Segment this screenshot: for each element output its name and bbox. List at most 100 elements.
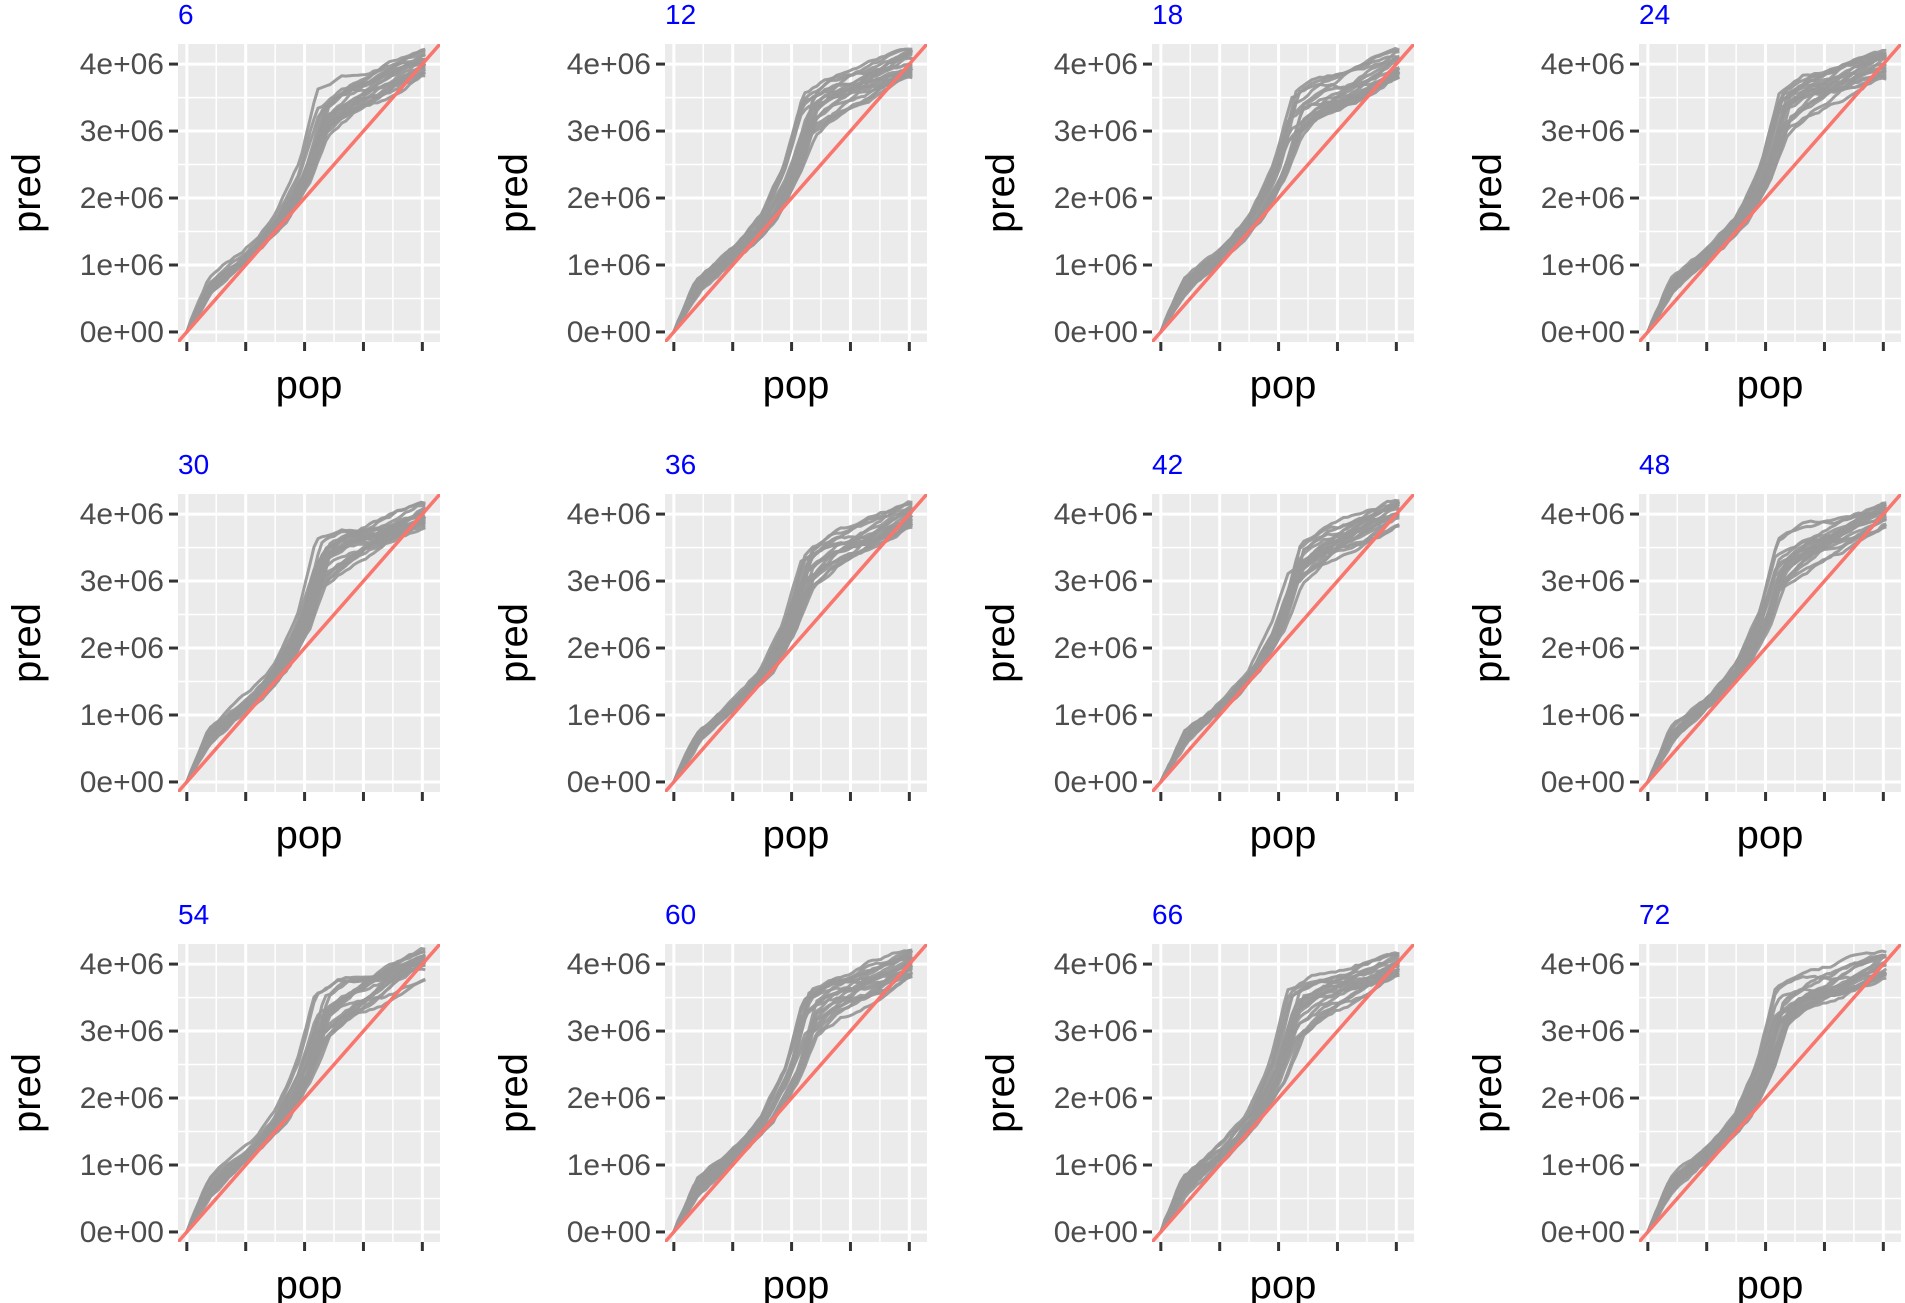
y-tick-label: 3e+06 <box>1054 115 1138 148</box>
reference-line <box>1639 44 1901 342</box>
y-tick-label: 4e+06 <box>80 48 164 81</box>
panel-title: 18 <box>1152 0 1183 30</box>
y-tick-label: 0e+00 <box>1054 1216 1138 1249</box>
panel-title: 60 <box>665 899 696 930</box>
simulated-line <box>1646 954 1887 1233</box>
reference-line <box>178 944 440 1242</box>
y-tick-label: 0e+00 <box>1054 316 1138 349</box>
y-axis-label: pred <box>1466 603 1510 683</box>
simulated-line <box>185 61 427 333</box>
panel-36: 36 0e+00 1e+06 2e+06 3e+06 4e+06 pop pred <box>492 449 927 857</box>
x-axis-label: pop <box>276 813 343 857</box>
simulated-line <box>185 518 426 783</box>
y-tick-label: 4e+06 <box>1054 948 1138 981</box>
panel-title: 54 <box>178 899 209 930</box>
x-axis-label: pop <box>763 363 830 407</box>
y-tick-label: 1e+06 <box>1054 249 1138 282</box>
simulated-line <box>1159 511 1400 783</box>
reference-line <box>665 494 927 792</box>
y-tick-label: 1e+06 <box>1054 699 1138 732</box>
y-tick-label: 4e+06 <box>567 948 651 981</box>
y-axis-label: pred <box>5 603 49 683</box>
reference-line <box>1152 44 1414 342</box>
y-tick-label: 1e+06 <box>80 1149 164 1182</box>
y-tick-label: 3e+06 <box>80 115 164 148</box>
panel-18: 18 0e+00 1e+06 2e+06 3e+06 4e+06 pop pred <box>979 0 1414 407</box>
y-tick-label: 3e+06 <box>1541 115 1625 148</box>
y-tick-label: 4e+06 <box>567 498 651 531</box>
y-tick-label: 1e+06 <box>80 249 164 282</box>
y-tick-label: 0e+00 <box>1541 766 1625 799</box>
simulated-line <box>1646 52 1888 333</box>
y-axis-label: pred <box>492 1053 536 1133</box>
y-tick-label: 4e+06 <box>1054 48 1138 81</box>
y-axis-label: pred <box>492 603 536 683</box>
y-tick-label: 2e+06 <box>1054 632 1138 665</box>
simulated-line <box>672 70 913 333</box>
y-tick-label: 0e+00 <box>1541 1216 1625 1249</box>
y-tick-label: 2e+06 <box>80 1082 164 1115</box>
y-tick-label: 0e+00 <box>1054 766 1138 799</box>
y-tick-label: 4e+06 <box>567 48 651 81</box>
reference-line <box>665 944 927 1242</box>
y-tick-label: 1e+06 <box>567 249 651 282</box>
panel-title: 66 <box>1152 899 1183 930</box>
reference-line <box>1639 494 1901 792</box>
y-tick-label: 2e+06 <box>1541 632 1625 665</box>
y-axis-label: pred <box>1466 1053 1510 1133</box>
simulated-line <box>185 963 426 1233</box>
y-axis-label: pred <box>5 153 49 233</box>
x-axis-label: pop <box>763 1263 830 1303</box>
reference-line <box>178 44 440 342</box>
y-tick-label: 3e+06 <box>567 115 651 148</box>
panel-title: 42 <box>1152 449 1183 480</box>
y-tick-label: 0e+00 <box>80 1216 164 1249</box>
simulated-line <box>1646 972 1887 1233</box>
simulated-line <box>185 49 426 333</box>
y-tick-label: 3e+06 <box>1054 1015 1138 1048</box>
panel-title: 24 <box>1639 0 1670 30</box>
panel-54: 54 0e+00 1e+06 2e+06 3e+06 4e+06 pop pred <box>5 899 440 1303</box>
panel-42: 42 0e+00 1e+06 2e+06 3e+06 4e+06 pop pred <box>979 449 1414 857</box>
y-tick-label: 1e+06 <box>1054 1149 1138 1182</box>
y-tick-label: 4e+06 <box>80 498 164 531</box>
panel-60: 60 0e+00 1e+06 2e+06 3e+06 4e+06 pop pred <box>492 899 927 1303</box>
x-axis-label: pop <box>1250 363 1317 407</box>
y-tick-label: 3e+06 <box>80 565 164 598</box>
simulated-line <box>185 977 426 1233</box>
y-tick-label: 4e+06 <box>80 948 164 981</box>
simulated-line <box>672 66 913 333</box>
panel-72: 72 0e+00 1e+06 2e+06 3e+06 4e+06 pop pred <box>1466 899 1901 1303</box>
y-tick-label: 2e+06 <box>567 632 651 665</box>
x-axis-label: pop <box>763 813 830 857</box>
y-tick-label: 0e+00 <box>567 316 651 349</box>
x-axis-label: pop <box>276 1263 343 1303</box>
x-axis-label: pop <box>1250 1263 1317 1303</box>
panel-30: 30 0e+00 1e+06 2e+06 3e+06 4e+06 pop pred <box>5 449 440 857</box>
y-tick-label: 1e+06 <box>567 1149 651 1182</box>
simulated-line <box>1159 959 1400 1233</box>
y-tick-label: 2e+06 <box>80 182 164 215</box>
y-axis-label: pred <box>5 1053 49 1133</box>
y-tick-label: 0e+00 <box>80 316 164 349</box>
y-tick-label: 2e+06 <box>567 1082 651 1115</box>
y-tick-label: 0e+00 <box>1541 316 1625 349</box>
y-tick-label: 2e+06 <box>80 632 164 665</box>
simulated-line <box>1159 968 1400 1233</box>
y-tick-label: 1e+06 <box>80 699 164 732</box>
x-axis-label: pop <box>1250 813 1317 857</box>
simulated-line <box>672 525 913 783</box>
x-axis-label: pop <box>1737 1263 1804 1303</box>
simulated-line <box>672 953 913 1233</box>
reference-line <box>178 494 440 792</box>
y-axis-label: pred <box>979 153 1023 233</box>
y-tick-label: 1e+06 <box>1541 1149 1625 1182</box>
y-axis-label: pred <box>979 603 1023 683</box>
simulated-line <box>185 66 426 333</box>
simulated-line <box>672 519 913 783</box>
simulated-line <box>185 955 427 1233</box>
y-tick-label: 2e+06 <box>567 182 651 215</box>
panel-66: 66 0e+00 1e+06 2e+06 3e+06 4e+06 pop pred <box>979 899 1414 1303</box>
y-tick-label: 1e+06 <box>1541 249 1625 282</box>
simulated-line <box>1159 505 1400 783</box>
